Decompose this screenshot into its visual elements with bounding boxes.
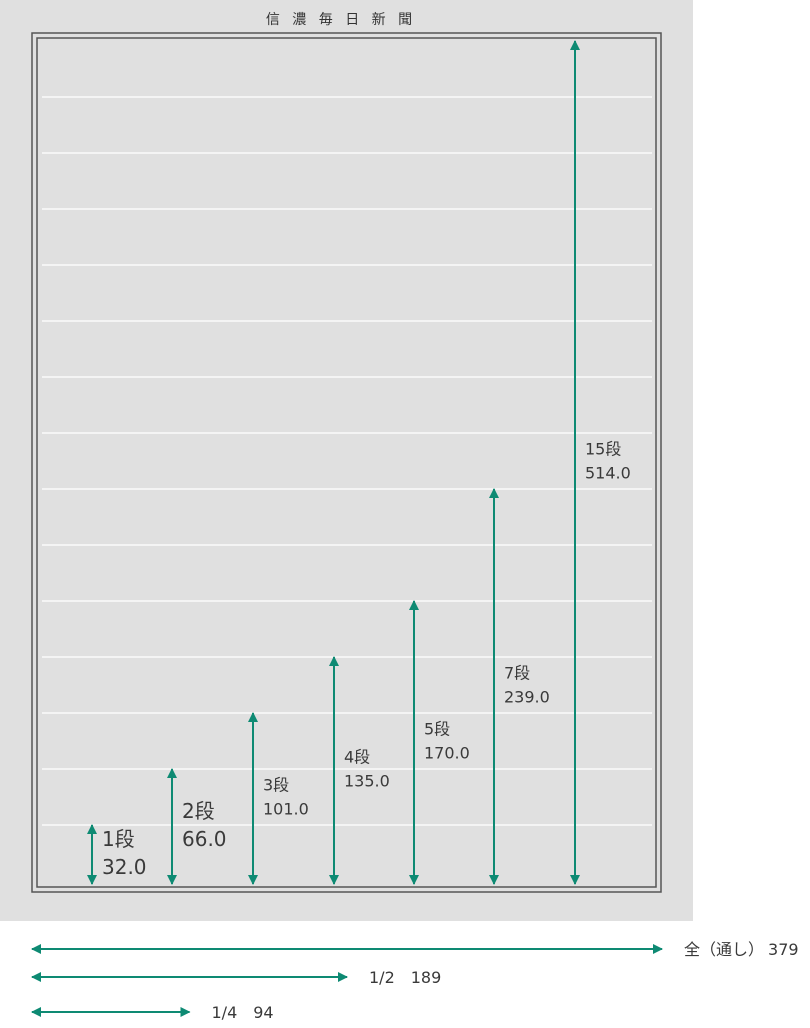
dan-height-value: 239.0: [504, 688, 550, 707]
dan-height-value: 514.0: [585, 464, 631, 483]
page-outer-frame: [31, 32, 662, 893]
width-arrow-2: 1/2 189: [31, 968, 442, 987]
width-value: 94: [253, 1003, 273, 1022]
dan-label: 3段: [263, 776, 289, 795]
dan-height-value: 66.0: [182, 827, 227, 851]
row-lines: [42, 96, 652, 826]
dan-label: 2段: [182, 799, 215, 823]
width-arrow-3: 1/4 94: [31, 1003, 274, 1022]
dan-height-value: 32.0: [102, 855, 147, 879]
width-arrow-1: 全（通し） 379: [31, 940, 799, 959]
dan-height-value: 101.0: [263, 800, 309, 819]
height-arrow-3: 3段 101.0: [248, 712, 309, 885]
dan-label: 15段: [585, 440, 621, 459]
masthead: 信 濃 毎 日 新 聞: [266, 12, 416, 28]
dan-label: 7段: [504, 664, 530, 683]
height-arrow-15: 15段 514.0: [570, 40, 631, 885]
height-arrow-1: 1段 32.0: [87, 824, 147, 885]
height-arrow-2: 2段 66.0: [167, 768, 227, 885]
height-arrow-7: 7段 239.0: [489, 488, 550, 885]
width-arrows: 全（通し） 379 1/2 189 1/4 94: [31, 940, 799, 1022]
page-inner-frame: [36, 37, 657, 888]
dan-height-value: 135.0: [344, 772, 390, 791]
width-value: 379: [768, 940, 799, 959]
dan-label: 5段: [424, 720, 450, 739]
dan-height-value: 170.0: [424, 744, 470, 763]
height-arrow-4: 4段 135.0: [329, 656, 390, 885]
width-label: 1/4: [212, 1003, 238, 1022]
height-arrows: 1段 32.0 2段 66.0 3段 101.0 4段 135.0 5段 170.0 7段 239.0…: [87, 40, 631, 885]
width-label: 全（通し）: [684, 940, 764, 959]
width-value: 189: [411, 968, 442, 987]
height-arrow-5: 5段 170.0: [409, 600, 470, 885]
dan-label: 4段: [344, 748, 370, 767]
width-label: 1/2: [369, 968, 395, 987]
dan-label: 1段: [102, 827, 135, 851]
